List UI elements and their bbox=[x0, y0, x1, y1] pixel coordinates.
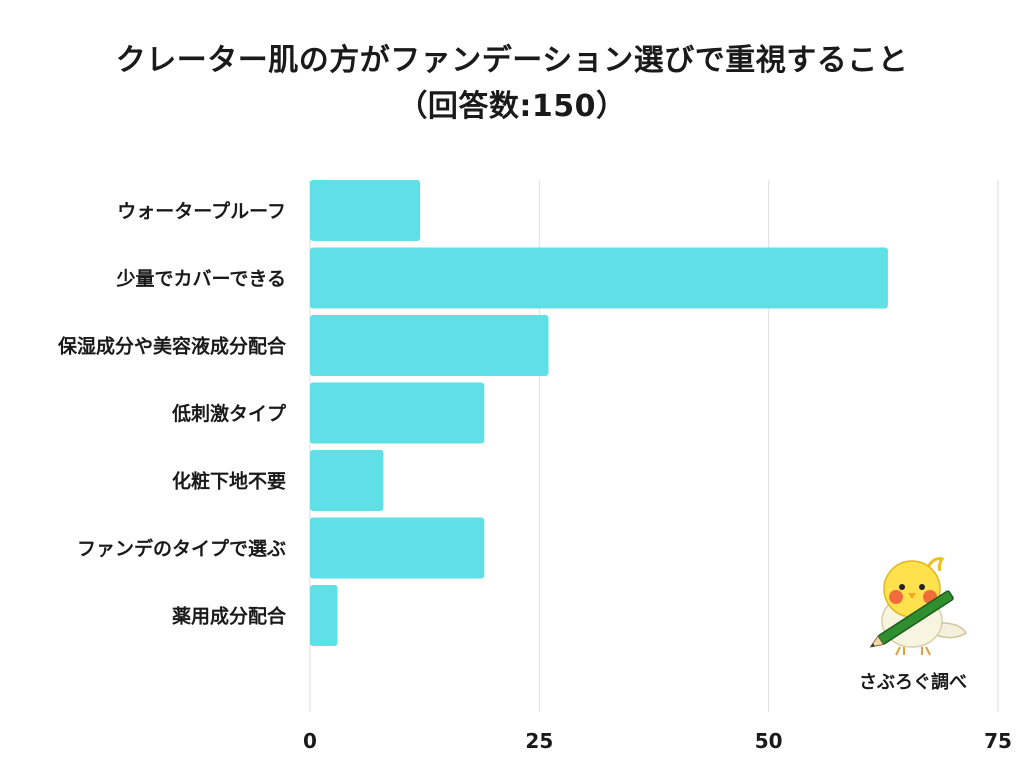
source-credit: さぶろぐ調べ bbox=[859, 672, 967, 693]
bar bbox=[310, 180, 421, 241]
category-label: 少量でカバーできる bbox=[116, 268, 286, 290]
category-label: 保湿成分や美容液成分配合 bbox=[57, 335, 287, 358]
x-tick-label: 75 bbox=[984, 729, 1012, 753]
category-label: 薬用成分配合 bbox=[171, 605, 287, 628]
bird-mascot-icon bbox=[869, 557, 967, 656]
chart-title-line1: クレーター肌の方がファンデーション選びで重視すること bbox=[115, 43, 909, 78]
bar bbox=[310, 315, 549, 376]
x-tick-label: 25 bbox=[525, 729, 553, 753]
chart-title: クレーター肌の方がファンデーション選びで重視すること （回答数:150） bbox=[0, 38, 1024, 130]
bar bbox=[310, 450, 384, 511]
x-tick-label: 0 bbox=[303, 729, 317, 753]
bar bbox=[310, 382, 485, 444]
category-label: 化粧下地不要 bbox=[172, 470, 286, 493]
bar bbox=[310, 585, 338, 646]
category-label: ウォータープルーフ bbox=[117, 200, 286, 223]
category-label: ファンデのタイプで選ぶ bbox=[77, 537, 286, 560]
category-label: 低刺激タイプ bbox=[171, 402, 287, 425]
chart-title-line2: （回答数:150） bbox=[397, 89, 627, 124]
bar bbox=[310, 247, 888, 309]
bar bbox=[310, 517, 485, 579]
x-tick-label: 50 bbox=[755, 729, 783, 753]
